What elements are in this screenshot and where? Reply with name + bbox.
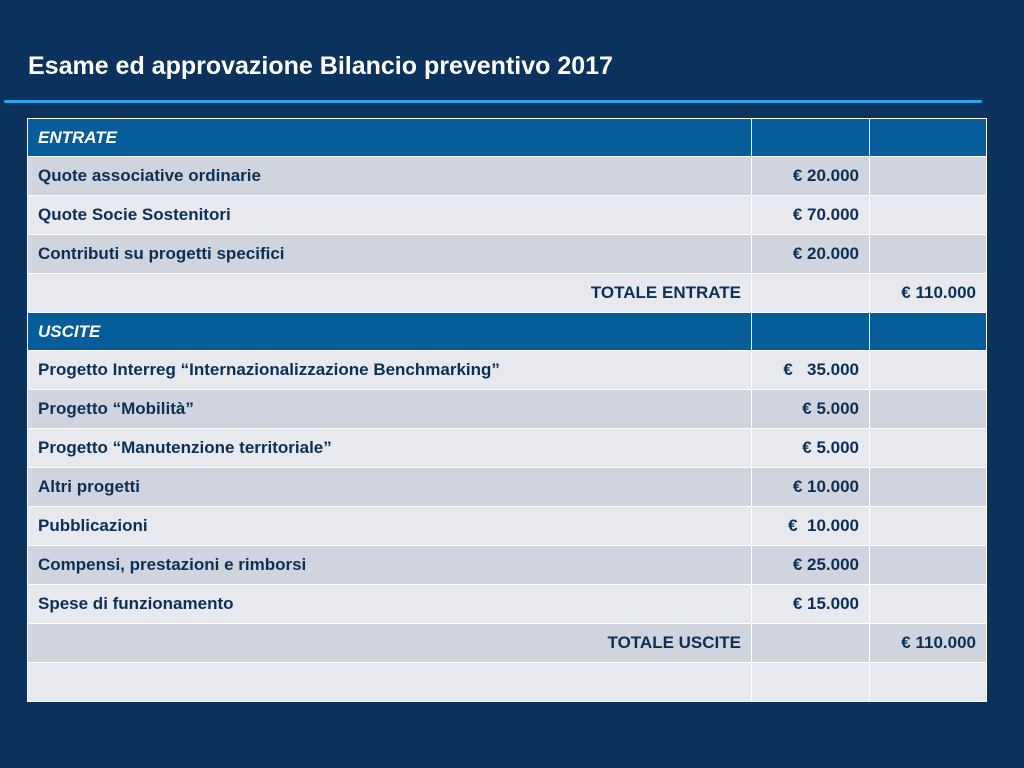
empty-cell: [869, 467, 987, 507]
row-amount: € 10.000: [751, 467, 870, 507]
total-row-uscite: TOTALE USCITE € 110.000: [27, 623, 987, 663]
table-row: Progetto “Manutenzione territoriale” € 5…: [27, 428, 987, 468]
empty-cell: [869, 584, 987, 624]
row-amount: € 25.000: [751, 545, 870, 585]
empty-cell: [869, 156, 987, 196]
row-amount: € 35.000: [751, 350, 870, 390]
table-row: Quote associative ordinarie € 20.000: [27, 156, 987, 196]
total-label: TOTALE ENTRATE: [27, 273, 752, 313]
empty-cell: [751, 662, 870, 702]
section-title: USCITE: [27, 312, 752, 351]
empty-cell: [751, 312, 870, 351]
row-amount: € 15.000: [751, 584, 870, 624]
table-row: Quote Socie Sostenitori € 70.000: [27, 195, 987, 235]
total-amount: € 110.000: [869, 273, 987, 313]
section-title: ENTRATE: [27, 118, 752, 157]
empty-cell: [869, 195, 987, 235]
total-label: TOTALE USCITE: [27, 623, 752, 663]
table-row: Altri progetti € 10.000: [27, 467, 987, 507]
empty-cell: [751, 273, 870, 313]
empty-cell: [869, 234, 987, 274]
row-label: Quote Socie Sostenitori: [27, 195, 752, 235]
row-label: Contributi su progetti specifici: [27, 234, 752, 274]
section-header-entrate: ENTRATE: [27, 118, 987, 157]
empty-cell: [869, 506, 987, 546]
row-amount: € 5.000: [751, 389, 870, 429]
table-row: Contributi su progetti specifici € 20.00…: [27, 234, 987, 274]
title-underline: [4, 100, 982, 103]
row-label: Quote associative ordinarie: [27, 156, 752, 196]
row-label: Altri progetti: [27, 467, 752, 507]
row-label: Progetto “Mobilità”: [27, 389, 752, 429]
row-amount: € 20.000: [751, 234, 870, 274]
table-row: Compensi, prestazioni e rimborsi € 25.00…: [27, 545, 987, 585]
empty-cell: [751, 118, 870, 157]
total-row-entrate: TOTALE ENTRATE € 110.000: [27, 273, 987, 313]
table-row: Progetto Interreg “Internazionalizzazion…: [27, 350, 987, 390]
total-amount: € 110.000: [869, 623, 987, 663]
empty-row: [27, 662, 987, 702]
section-header-uscite: USCITE: [27, 312, 987, 351]
empty-cell: [869, 389, 987, 429]
empty-cell: [869, 428, 987, 468]
table-row: Pubblicazioni € 10.000: [27, 506, 987, 546]
row-label: Spese di funzionamento: [27, 584, 752, 624]
empty-cell: [751, 623, 870, 663]
row-amount: € 5.000: [751, 428, 870, 468]
empty-cell: [869, 350, 987, 390]
table-row: Progetto “Mobilità” € 5.000: [27, 389, 987, 429]
budget-table: ENTRATE Quote associative ordinarie € 20…: [27, 118, 987, 702]
empty-cell: [869, 312, 987, 351]
row-amount: € 10.000: [751, 506, 870, 546]
empty-cell: [869, 545, 987, 585]
row-label: Pubblicazioni: [27, 506, 752, 546]
row-amount: € 70.000: [751, 195, 870, 235]
row-amount: € 20.000: [751, 156, 870, 196]
table-row: Spese di funzionamento € 15.000: [27, 584, 987, 624]
row-label: Compensi, prestazioni e rimborsi: [27, 545, 752, 585]
row-label: Progetto “Manutenzione territoriale”: [27, 428, 752, 468]
empty-cell: [27, 662, 752, 702]
row-label: Progetto Interreg “Internazionalizzazion…: [27, 350, 752, 390]
empty-cell: [869, 118, 987, 157]
slide-title: Esame ed approvazione Bilancio preventiv…: [28, 52, 613, 80]
empty-cell: [869, 662, 987, 702]
